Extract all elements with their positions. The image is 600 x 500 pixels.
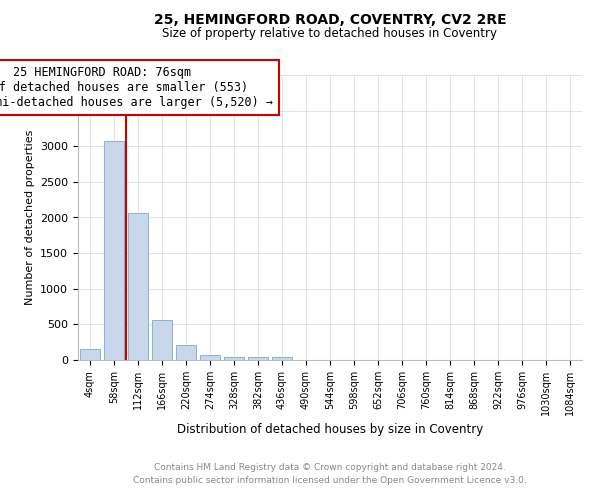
Bar bbox=[248, 357, 268, 360]
Bar bbox=[224, 357, 244, 360]
Text: Contains HM Land Registry data © Crown copyright and database right 2024.: Contains HM Land Registry data © Crown c… bbox=[154, 462, 506, 471]
Bar bbox=[200, 355, 220, 360]
Text: Contains public sector information licensed under the Open Government Licence v3: Contains public sector information licen… bbox=[133, 476, 527, 485]
Bar bbox=[104, 140, 124, 360]
Text: Size of property relative to detached houses in Coventry: Size of property relative to detached ho… bbox=[163, 28, 497, 40]
Text: 25, HEMINGFORD ROAD, COVENTRY, CV2 2RE: 25, HEMINGFORD ROAD, COVENTRY, CV2 2RE bbox=[154, 12, 506, 26]
Bar bbox=[128, 213, 148, 360]
Bar bbox=[176, 346, 196, 360]
Bar bbox=[272, 357, 292, 360]
Text: 25 HEMINGFORD ROAD: 76sqm
← 9% of detached houses are smaller (553)
90% of semi-: 25 HEMINGFORD ROAD: 76sqm ← 9% of detach… bbox=[0, 66, 273, 110]
Y-axis label: Number of detached properties: Number of detached properties bbox=[25, 130, 35, 305]
Text: Distribution of detached houses by size in Coventry: Distribution of detached houses by size … bbox=[177, 422, 483, 436]
Bar bbox=[80, 350, 100, 360]
Bar bbox=[152, 320, 172, 360]
